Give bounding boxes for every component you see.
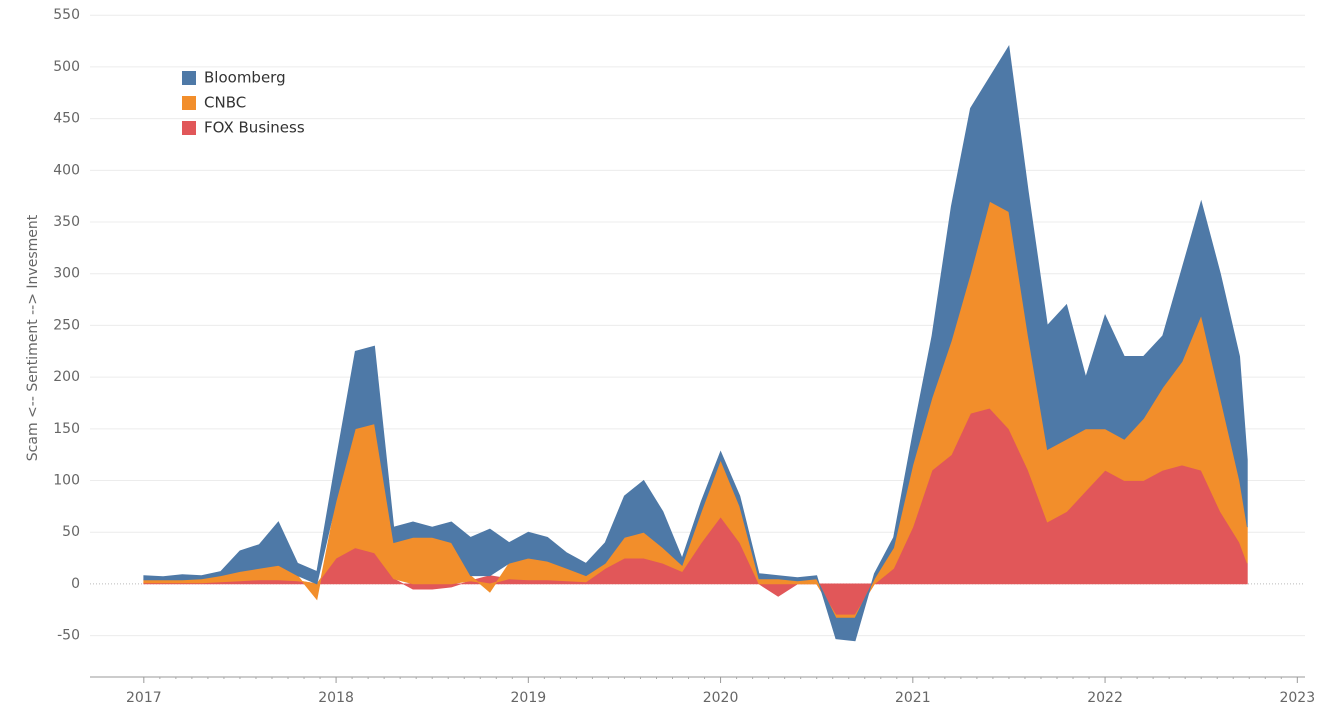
legend-label: CNBC [204,94,246,112]
y-tick-label: 550 [53,7,80,23]
x-tick-label: 2020 [703,690,739,706]
x-tick-label: 2018 [318,690,354,706]
y-axis-label: Scam <-- Sentiment --> Invesment [25,214,41,461]
legend-swatch [182,96,196,110]
y-tick-label: 200 [53,369,80,385]
y-tick-label: 250 [53,317,80,333]
y-tick-label: 450 [53,111,80,127]
y-tick-label: 400 [53,162,80,178]
x-tick-label: 2022 [1087,690,1123,706]
y-tick-label: -50 [57,628,80,644]
y-tick-label: 150 [53,421,80,437]
y-tick-label: 300 [53,266,80,282]
area [143,45,1248,642]
x-tick-label: 2021 [895,690,931,706]
y-tick-label: 50 [62,524,80,540]
y-tick-label: 500 [53,59,80,75]
y-tick-label: 100 [53,473,80,489]
legend-swatch [182,71,196,85]
x-tick-label: 2017 [126,690,162,706]
legend-label: Bloomberg [204,69,286,87]
y-tick-label: 0 [71,576,80,592]
legend-label: FOX Business [204,119,305,137]
x-tick-label: 2023 [1279,690,1315,706]
legend-swatch [182,121,196,135]
y-tick-label: 350 [53,214,80,230]
x-tick-label: 2019 [511,690,547,706]
